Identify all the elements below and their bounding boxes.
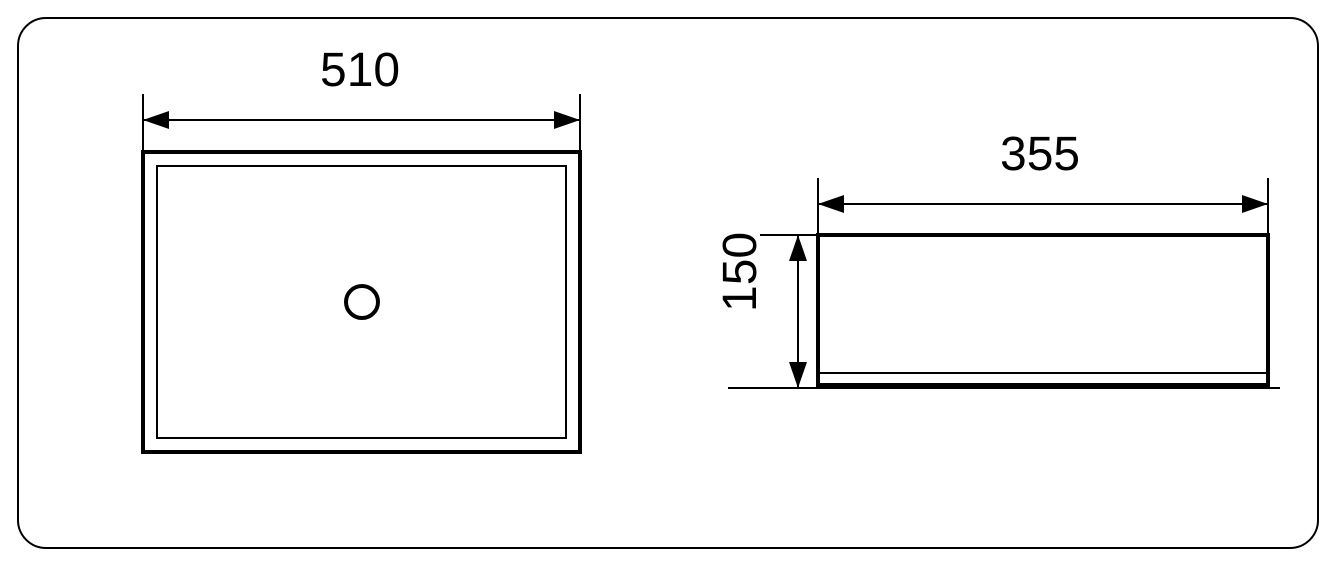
arrowhead [554, 111, 580, 129]
drawing-frame [18, 18, 1318, 548]
drain-circle [346, 286, 378, 318]
dim-value-355: 355 [1000, 128, 1080, 181]
arrowhead [789, 235, 807, 261]
basin-outer [143, 152, 580, 452]
basin-side-outer [818, 235, 1268, 385]
arrowhead [789, 362, 807, 388]
arrowhead [143, 111, 169, 129]
dim-value-150: 150 [714, 232, 767, 312]
dim-value-510: 510 [320, 44, 400, 97]
basin-inner [157, 166, 566, 438]
arrowhead [1242, 195, 1268, 213]
arrowhead [818, 195, 844, 213]
